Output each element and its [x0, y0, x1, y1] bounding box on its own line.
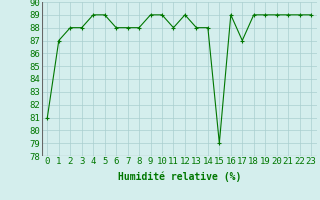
X-axis label: Humidité relative (%): Humidité relative (%)	[117, 172, 241, 182]
